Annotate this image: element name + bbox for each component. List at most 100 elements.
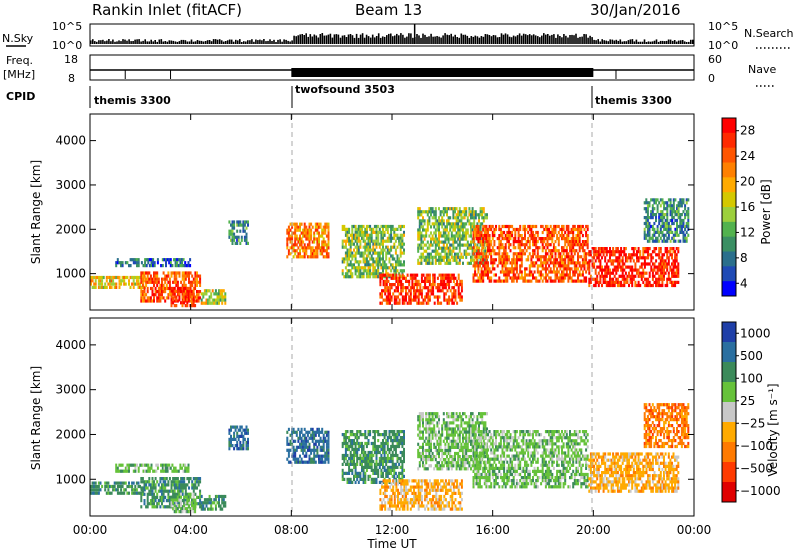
scatter-cell bbox=[189, 280, 192, 284]
scatter-cell bbox=[504, 252, 507, 256]
noise-bar bbox=[432, 36, 434, 44]
scatter-cell bbox=[314, 249, 317, 253]
scatter-cell bbox=[186, 304, 189, 308]
noise-bar bbox=[164, 41, 167, 44]
scatter-cell bbox=[438, 273, 441, 277]
scatter-cell bbox=[580, 279, 583, 283]
scatter-cell bbox=[180, 504, 182, 508]
scatter-cell bbox=[387, 301, 390, 305]
scatter-cell bbox=[561, 237, 563, 241]
scatter-cell bbox=[564, 249, 567, 253]
scatter-cell bbox=[583, 249, 586, 253]
scatter-cell bbox=[616, 247, 619, 251]
scatter-cell bbox=[140, 486, 143, 490]
scatter-cell bbox=[425, 255, 428, 259]
scatter-cell bbox=[287, 454, 290, 458]
scatter-cell bbox=[314, 430, 317, 434]
scatter-cell bbox=[514, 230, 517, 235]
scatter-cell bbox=[299, 228, 301, 232]
scatter-cell bbox=[141, 480, 144, 484]
scatter-cell bbox=[504, 273, 507, 277]
scatter-cell bbox=[191, 483, 194, 487]
scatter-cell bbox=[488, 246, 491, 250]
noise-bar bbox=[688, 41, 690, 44]
scatter-cell bbox=[567, 258, 570, 262]
scatter-cell bbox=[375, 251, 378, 255]
scatter-cell bbox=[626, 274, 629, 278]
scatter-cell bbox=[247, 220, 249, 224]
noise-bar bbox=[154, 40, 156, 44]
scatter-cell bbox=[161, 286, 163, 291]
scatter-cell bbox=[685, 236, 688, 240]
scatter-cell bbox=[663, 262, 665, 266]
scatter-cell bbox=[645, 207, 648, 211]
scatter-cell bbox=[205, 292, 208, 296]
scatter-cell bbox=[570, 249, 573, 253]
scatter-cell bbox=[129, 275, 132, 280]
scatter-cell bbox=[417, 283, 420, 287]
scatter-cell bbox=[128, 282, 130, 286]
scatter-cell bbox=[181, 292, 184, 296]
scatter-cell bbox=[520, 234, 523, 238]
scatter-cell bbox=[325, 249, 328, 253]
scatter-cell bbox=[634, 265, 637, 269]
scatter-cell bbox=[349, 251, 352, 255]
scatter-cell bbox=[295, 460, 298, 464]
scatter-cell bbox=[528, 246, 531, 250]
scatter-cell bbox=[436, 243, 439, 247]
scatter-cell bbox=[580, 230, 583, 235]
scatter-cell bbox=[515, 264, 518, 268]
scatter-cell bbox=[313, 252, 316, 256]
scatter-cell bbox=[294, 249, 297, 253]
scatter-cell bbox=[115, 481, 118, 485]
scatter-cell bbox=[687, 207, 690, 211]
scatter-cell bbox=[393, 289, 396, 293]
scatter-cell bbox=[186, 498, 189, 502]
scatter-cell bbox=[172, 286, 175, 291]
scatter-cell bbox=[439, 246, 442, 250]
scatter-cell bbox=[325, 252, 328, 256]
scatter-cell bbox=[173, 477, 176, 481]
noise-bar bbox=[440, 37, 442, 44]
scatter-cell bbox=[535, 261, 538, 265]
scatter-cell bbox=[377, 272, 380, 276]
scatter-cell bbox=[172, 280, 175, 284]
scatter-cell bbox=[153, 277, 155, 281]
scatter-cell bbox=[648, 247, 651, 251]
scatter-cell bbox=[570, 276, 573, 280]
scatter-cell bbox=[664, 213, 667, 217]
scatter-cell bbox=[346, 260, 349, 264]
noise-bar bbox=[553, 34, 555, 44]
scatter-cell bbox=[369, 245, 372, 249]
scatter-cell bbox=[398, 298, 401, 302]
scatter-cell bbox=[666, 230, 669, 234]
scatter-cell bbox=[589, 274, 592, 278]
scatter-cell bbox=[354, 230, 357, 234]
scatter-cell bbox=[524, 234, 526, 238]
scatter-cell bbox=[570, 267, 573, 271]
scatter-cell bbox=[663, 224, 666, 229]
scatter-cell bbox=[313, 436, 316, 440]
scatter-cell bbox=[661, 265, 664, 269]
scatter-cell bbox=[163, 466, 166, 470]
scatter-cell bbox=[424, 298, 427, 302]
scatter-cell bbox=[377, 257, 380, 261]
scatter-cell bbox=[132, 261, 135, 265]
scatter-cell bbox=[170, 274, 173, 278]
scatter-cell bbox=[239, 223, 242, 227]
noise-strip: N.Sky 10^5 10^0 10^5 10^0 N.Search bbox=[2, 20, 794, 52]
scatter-cell bbox=[143, 293, 146, 297]
scatter-cell bbox=[413, 283, 415, 287]
scatter-cell bbox=[142, 469, 145, 473]
scatter-cell bbox=[498, 261, 501, 265]
scatter-cell bbox=[218, 295, 220, 299]
scatter-cell bbox=[161, 264, 164, 268]
scatter-cell bbox=[482, 264, 485, 268]
scatter-cell bbox=[543, 237, 546, 241]
scatter-cell bbox=[631, 253, 634, 257]
scatter-cell bbox=[495, 224, 497, 229]
scatter-cell bbox=[308, 231, 311, 235]
scatter-cell bbox=[671, 253, 673, 257]
